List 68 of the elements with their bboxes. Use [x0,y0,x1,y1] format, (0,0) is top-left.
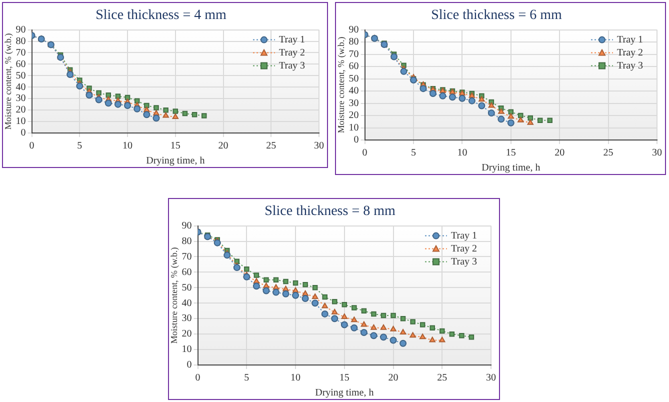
y-tick-label: 50 [182,282,192,294]
y-tick-label: 40 [348,86,359,97]
x-tick-label: 0 [195,372,200,384]
x-tick-label: 20 [554,148,565,159]
x-tick-label: 20 [388,372,398,384]
x-axis-title: Drying time, h [315,388,374,399]
y-tick-label: 50 [16,70,26,82]
y-tick-label: 10 [16,116,26,128]
legend-label: Tray 3 [279,60,306,72]
y-axis-title: Moisture content, % (w.b.) [336,36,346,134]
x-tick-label: 25 [603,148,614,159]
chart-title: Slice thickness = 6 mm [431,8,562,24]
y-tick-label: 10 [182,344,192,356]
x-tick-label: 30 [314,140,324,152]
y-tick-label: 70 [348,48,359,60]
y-tick-label: 70 [182,251,192,262]
y-tick-label: 50 [348,73,359,84]
x-tick-label: 25 [266,140,276,152]
y-tick-label: 90 [182,220,192,232]
x-tick-label: 10 [290,372,301,384]
x-tick-label: 30 [486,372,496,384]
y-tick-label: 30 [348,98,359,109]
y-tick-label: 0 [186,360,192,371]
y-tick-label: 40 [182,298,192,309]
y-tick-label: 70 [16,47,26,58]
x-tick-label: 5 [244,372,250,384]
y-tick-label: 20 [182,328,192,340]
legend-label: Tray 3 [617,60,644,72]
y-axis-title: Moisture content, % (w.b.) [2,33,13,130]
x-axis-title: Drying time, h [482,162,540,174]
y-tick-label: 80 [348,36,359,48]
x-tick-label: 10 [122,140,133,152]
y-tick-label: 80 [16,36,26,47]
y-tick-label: 20 [16,104,26,116]
chart-title: Slice thickness = 4 mm [96,8,226,24]
legend-label: Tray 2 [279,47,306,58]
x-tick-label: 25 [437,372,448,384]
legend-label: Tray 2 [617,47,644,58]
legend-label: Tray 1 [279,34,306,46]
chart-title: Slice thickness = 8 mm [264,204,396,220]
x-tick-label: 15 [170,140,180,152]
x-tick-label: 15 [506,148,516,159]
x-tick-label: 10 [457,148,468,159]
legend-label: Tray 2 [451,243,478,254]
y-tick-label: 30 [182,313,192,324]
y-tick-label: 60 [182,266,192,278]
legend-label: Tray 3 [451,256,478,268]
x-tick-label: 20 [218,140,228,152]
x-tick-label: 0 [29,140,34,152]
y-tick-label: 80 [182,236,192,247]
x-tick-label: 5 [77,140,82,152]
x-tick-label: 15 [339,372,350,384]
y-tick-label: 40 [16,82,26,93]
y-tick-label: 60 [16,58,26,70]
y-tick-label: 90 [16,24,26,36]
x-tick-label: 0 [362,148,368,159]
legend-label: Tray 1 [617,34,644,46]
x-tick-label: 5 [411,148,416,159]
y-tick-label: 0 [20,128,26,139]
y-tick-label: 30 [16,93,26,104]
y-tick-label: 10 [348,122,359,134]
y-tick-label: 60 [348,61,359,72]
x-tick-label: 30 [652,148,662,159]
legend-label: Tray 1 [451,230,478,242]
x-axis-title: Drying time, h [146,156,205,167]
y-axis-title: Moisture content, % (w.b.) [168,247,179,344]
y-tick-label: 90 [348,24,359,36]
y-tick-label: 20 [348,110,359,122]
